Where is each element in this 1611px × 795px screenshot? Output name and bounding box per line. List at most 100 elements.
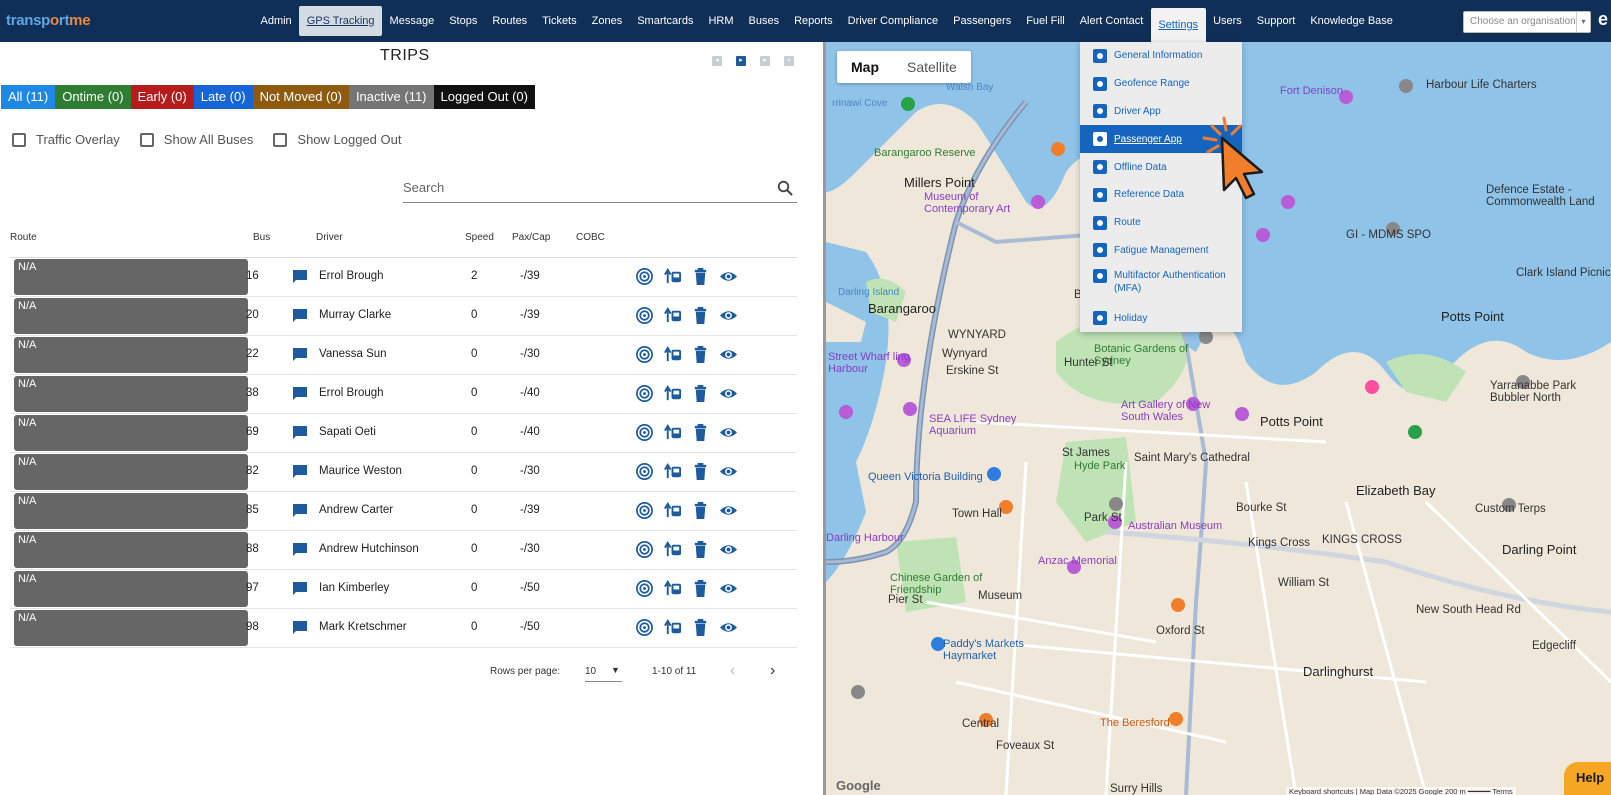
nav-gps-tracking[interactable]: GPS Tracking bbox=[299, 6, 383, 36]
search-input[interactable]: Search bbox=[403, 177, 797, 203]
user-avatar-icon[interactable]: e bbox=[1598, 9, 1609, 29]
brand-logo[interactable]: transportme bbox=[6, 12, 91, 29]
track-icon[interactable] bbox=[635, 501, 654, 520]
delete-icon[interactable] bbox=[691, 579, 710, 598]
track-icon[interactable] bbox=[635, 306, 654, 325]
nav-knowledge-base[interactable]: Knowledge Base bbox=[1310, 15, 1393, 27]
layout-full-icon[interactable]: ▪ bbox=[784, 56, 794, 66]
map-label[interactable]: Surry Hills bbox=[1110, 783, 1163, 795]
view-icon[interactable] bbox=[719, 579, 738, 598]
table-row[interactable]: N/A 16 Errol Brough 2 -/39 bbox=[10, 258, 797, 297]
bus-transfer-icon[interactable] bbox=[663, 423, 682, 442]
layout-right-icon[interactable]: ▸ bbox=[760, 56, 770, 66]
nav-stops[interactable]: Stops bbox=[449, 15, 478, 27]
map-label[interactable]: Defence Estate - Commonwealth Land bbox=[1486, 184, 1595, 208]
map-label[interactable]: Town Hall bbox=[952, 508, 1002, 520]
view-icon[interactable] bbox=[719, 423, 738, 442]
map-label[interactable]: Erskine St bbox=[946, 365, 999, 377]
message-icon[interactable] bbox=[292, 269, 308, 284]
map-label[interactable]: Wynyard bbox=[942, 348, 988, 360]
track-icon[interactable] bbox=[635, 462, 654, 481]
nav-message[interactable]: Message bbox=[389, 15, 435, 27]
map-label[interactable]: Darlinghurst bbox=[1303, 664, 1374, 679]
bus-transfer-icon[interactable] bbox=[663, 540, 682, 559]
delete-icon[interactable] bbox=[691, 423, 710, 442]
message-icon[interactable] bbox=[292, 308, 308, 323]
route-cell[interactable]: N/A bbox=[14, 532, 248, 568]
map-label[interactable]: SEA LIFE Sydney Aquarium bbox=[929, 413, 1017, 437]
map-label[interactable]: Anzac Memorial bbox=[1038, 555, 1117, 567]
nav-smartcards[interactable]: Smartcards bbox=[637, 15, 694, 27]
nav-fuel-fill[interactable]: Fuel Fill bbox=[1026, 15, 1065, 27]
message-icon[interactable] bbox=[292, 581, 308, 596]
settings-item-holiday[interactable]: Holiday bbox=[1080, 304, 1242, 332]
track-icon[interactable] bbox=[635, 579, 654, 598]
map-tab-satellite[interactable]: Satellite bbox=[907, 59, 957, 75]
map-label[interactable]: Street Wharf ling Harbour bbox=[828, 351, 910, 375]
map-label[interactable]: Museum bbox=[978, 590, 1023, 602]
message-icon[interactable] bbox=[292, 347, 308, 362]
map-label[interactable]: Clark Island Picnic bbox=[1516, 267, 1611, 279]
checkbox-traffic-overlay[interactable]: Traffic Overlay bbox=[12, 132, 120, 147]
message-icon[interactable] bbox=[292, 620, 308, 635]
filter-all[interactable]: All (11) bbox=[1, 85, 56, 109]
map-label[interactable]: Art Gallery of New South Wales bbox=[1121, 399, 1211, 423]
map-label[interactable]: Fort Denison bbox=[1280, 85, 1343, 97]
map-label[interactable]: Oxford St bbox=[1156, 625, 1205, 637]
map-label[interactable]: Park St bbox=[1084, 512, 1122, 524]
delete-icon[interactable] bbox=[691, 306, 710, 325]
next-page-icon[interactable]: › bbox=[770, 662, 776, 679]
col-bus[interactable]: Bus bbox=[253, 232, 271, 243]
table-row[interactable]: N/A 20 Murray Clarke 0 -/39 bbox=[10, 297, 797, 336]
layout-left-icon[interactable]: ◂ bbox=[712, 56, 722, 66]
delete-icon[interactable] bbox=[691, 462, 710, 481]
message-icon[interactable] bbox=[292, 542, 308, 557]
track-icon[interactable] bbox=[635, 267, 654, 286]
map-label[interactable]: Barangaroo bbox=[868, 301, 936, 316]
table-row[interactable]: N/A 69 Sapati Oeti 0 -/40 bbox=[10, 414, 797, 453]
map-label[interactable]: Potts Point bbox=[1441, 309, 1504, 324]
col-route[interactable]: Route bbox=[10, 232, 37, 243]
map-label[interactable]: Central bbox=[962, 718, 1000, 730]
table-row[interactable]: N/A 22 Vanessa Sun 0 -/30 bbox=[10, 336, 797, 375]
route-cell[interactable]: N/A bbox=[14, 454, 248, 490]
table-row[interactable]: N/A 97 Ian Kimberley 0 -/50 bbox=[10, 570, 797, 609]
layout-split-icon[interactable]: ▸ bbox=[736, 56, 746, 66]
route-cell[interactable]: N/A bbox=[14, 376, 248, 412]
col-speed[interactable]: Speed bbox=[465, 232, 494, 243]
bus-transfer-icon[interactable] bbox=[663, 267, 682, 286]
settings-item-driver-app[interactable]: Driver App bbox=[1080, 98, 1242, 126]
nav-buses[interactable]: Buses bbox=[748, 15, 780, 27]
rows-per-page-select[interactable]: 10 ▼ bbox=[585, 662, 622, 682]
route-cell[interactable]: N/A bbox=[14, 610, 248, 646]
map-label[interactable]: Bourke St bbox=[1236, 502, 1287, 514]
track-icon[interactable] bbox=[635, 345, 654, 364]
track-icon[interactable] bbox=[635, 384, 654, 403]
message-icon[interactable] bbox=[292, 503, 308, 518]
view-icon[interactable] bbox=[719, 462, 738, 481]
help-button[interactable]: Help bbox=[1564, 762, 1611, 795]
nav-driver-compliance[interactable]: Driver Compliance bbox=[847, 15, 939, 27]
bus-transfer-icon[interactable] bbox=[663, 384, 682, 403]
map-footer[interactable]: Keyboard shortcuts | Map Data ©2025 Goog… bbox=[1286, 787, 1516, 795]
map-label[interactable]: Potts Point bbox=[1260, 414, 1323, 429]
map-label[interactable]: Custom Terps bbox=[1475, 503, 1546, 515]
map-label[interactable]: Saint Mary's Cathedral bbox=[1134, 452, 1250, 464]
map-label[interactable]: Elizabeth Bay bbox=[1356, 483, 1436, 498]
col-pax-cap[interactable]: Pax/Cap bbox=[512, 232, 551, 243]
nav-users[interactable]: Users bbox=[1213, 15, 1242, 27]
bus-transfer-icon[interactable] bbox=[663, 579, 682, 598]
filter-logged-out[interactable]: Logged Out (0) bbox=[433, 85, 535, 109]
bus-transfer-icon[interactable] bbox=[663, 462, 682, 481]
route-cell[interactable]: N/A bbox=[14, 415, 248, 451]
nav-support[interactable]: Support bbox=[1256, 15, 1296, 27]
map-label[interactable]: Kings Cross bbox=[1248, 537, 1310, 549]
col-driver[interactable]: Driver bbox=[316, 232, 343, 243]
map-label[interactable]: Australian Museum bbox=[1128, 520, 1223, 532]
route-cell[interactable]: N/A bbox=[14, 493, 248, 529]
checkbox-show-logged-out[interactable]: Show Logged Out bbox=[273, 132, 401, 147]
map-label[interactable]: Foveaux St bbox=[996, 740, 1055, 752]
map-label[interactable]: Pier St bbox=[888, 594, 923, 606]
settings-item-reference-data[interactable]: Reference Data bbox=[1080, 181, 1242, 209]
bus-transfer-icon[interactable] bbox=[663, 501, 682, 520]
